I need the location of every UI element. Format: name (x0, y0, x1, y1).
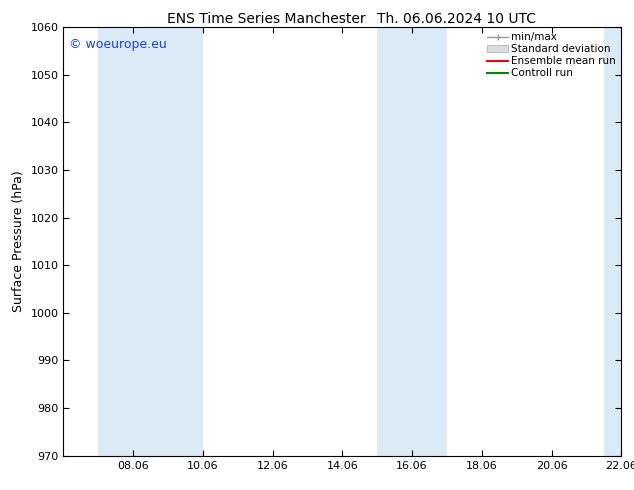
Bar (377, 27, 447, 456)
Legend: min/max, Standard deviation, Ensemble mean run, Controll run: min/max, Standard deviation, Ensemble me… (485, 30, 618, 80)
Y-axis label: Surface Pressure (hPa): Surface Pressure (hPa) (12, 171, 25, 312)
Text: Th. 06.06.2024 10 UTC: Th. 06.06.2024 10 UTC (377, 12, 536, 26)
Text: © woeurope.eu: © woeurope.eu (69, 38, 167, 50)
Bar (604, 27, 625, 456)
Bar (98, 27, 203, 456)
Text: ENS Time Series Manchester: ENS Time Series Manchester (167, 12, 366, 26)
